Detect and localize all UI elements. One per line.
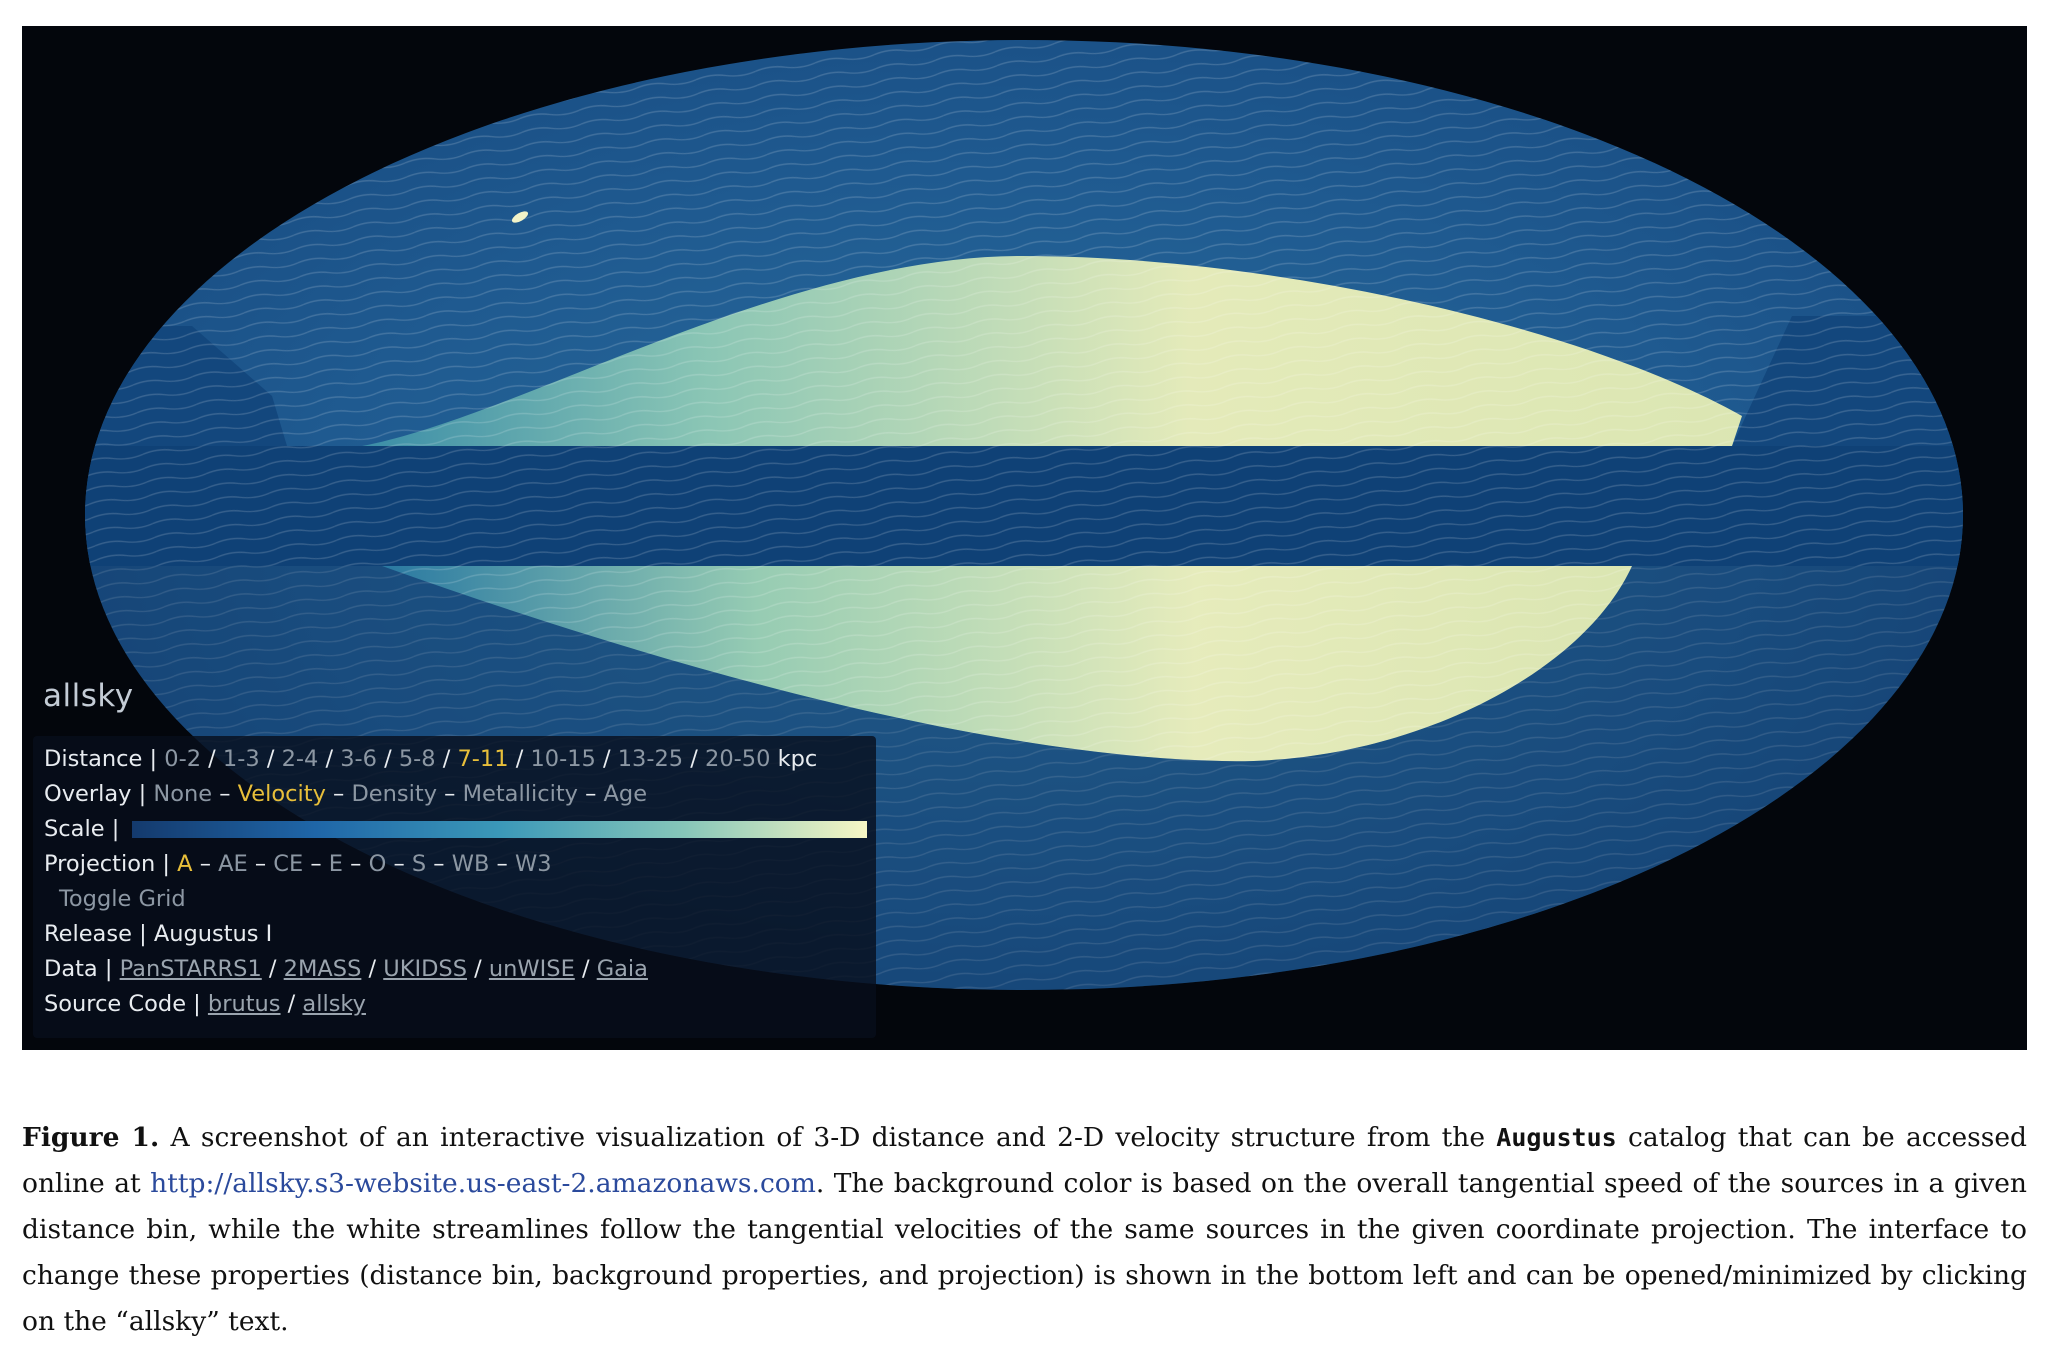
caption-text-1: A screenshot of an interactive visualiza… [159, 1122, 1497, 1153]
source-code-label: Source Code [44, 991, 187, 1017]
projection-row: Projection | A – AE – CE – E – O – S – W… [44, 851, 552, 877]
projection-option-e[interactable]: E [328, 851, 344, 877]
data-row: Data | PanSTARRS1 / 2MASS / UKIDSS / unW… [44, 956, 648, 982]
bright-source [511, 211, 529, 223]
projection-option-a[interactable]: A [177, 851, 193, 877]
distance-option-3-6[interactable]: 3-6 [340, 746, 377, 772]
distance-option-1-3[interactable]: 1-3 [222, 746, 260, 772]
release-row: Release | Augustus I [44, 921, 273, 947]
figure-caption: Figure 1. A screenshot of an interactive… [22, 1115, 2027, 1345]
data-link-ukidss[interactable]: UKIDSS [383, 956, 467, 982]
distance-option-0-2[interactable]: 0-2 [164, 746, 202, 772]
data-link-panstarrs1[interactable]: PanSTARRS1 [119, 956, 262, 982]
control-panel: Distance | 0-2 / 1-3 / 2-4 / 3-6 / 5-8 /… [33, 736, 876, 1038]
overlay-option-velocity[interactable]: Velocity [237, 781, 326, 807]
data-link-unwise[interactable]: unWISE [488, 956, 575, 982]
distance-option-13-25[interactable]: 13-25 [617, 746, 684, 772]
release-value: Augustus I [153, 921, 273, 947]
catalog-name: Augustus [1496, 1123, 1617, 1152]
distance-label: Distance [44, 746, 143, 772]
source-code-row: Source Code | brutus / allsky [44, 991, 366, 1017]
distance-unit: kpc [777, 746, 818, 772]
projection-option-wb[interactable]: WB [451, 851, 490, 877]
source-link-allsky[interactable]: allsky [302, 991, 366, 1017]
distance-row: Distance | 0-2 / 1-3 / 2-4 / 3-6 / 5-8 /… [44, 746, 818, 772]
distance-option-20-50[interactable]: 20-50 [705, 746, 771, 772]
scale-label: Scale [44, 816, 105, 842]
overlay-option-none[interactable]: None [153, 781, 213, 807]
allsky-toggle[interactable]: allsky [43, 678, 134, 714]
allsky-visualization[interactable]: allsky Distance | 0-2 / 1-3 / 2-4 / 3-6 … [22, 26, 2027, 1050]
overlay-option-age[interactable]: Age [603, 781, 648, 807]
projection-option-w3[interactable]: W3 [514, 851, 552, 877]
scale-row: Scale | [44, 812, 874, 846]
overlay-row: Overlay | None – Velocity – Density – Me… [44, 781, 648, 807]
data-label: Data [44, 956, 98, 982]
toggle-grid-row: Toggle Grid [59, 882, 186, 916]
projection-option-s[interactable]: S [411, 851, 427, 877]
caption-url-link[interactable]: http://allsky.s3-website.us-east-2.amazo… [150, 1168, 816, 1199]
projection-option-o[interactable]: O [368, 851, 387, 877]
caption-text-3: . The background color is based on the o… [22, 1168, 2027, 1337]
overlay-option-metallicity[interactable]: Metallicity [462, 781, 578, 807]
distance-option-5-8[interactable]: 5-8 [398, 746, 436, 772]
figure-label: Figure 1. [22, 1122, 160, 1153]
data-link-2mass[interactable]: 2MASS [283, 956, 362, 982]
projection-option-ce[interactable]: CE [273, 851, 304, 877]
source-link-brutus[interactable]: brutus [207, 991, 281, 1017]
distance-option-7-11[interactable]: 7-11 [457, 746, 509, 772]
toggle-grid-button[interactable]: Toggle Grid [59, 886, 186, 912]
overlay-label: Overlay [44, 781, 132, 807]
color-scale-bar [132, 821, 867, 838]
distance-option-10-15[interactable]: 10-15 [530, 746, 596, 772]
overlay-option-density[interactable]: Density [351, 781, 438, 807]
projection-label: Projection [44, 851, 156, 877]
data-link-gaia[interactable]: Gaia [596, 956, 648, 982]
distance-option-2-4[interactable]: 2-4 [281, 746, 319, 772]
caption-text-2: catalog that can be accessed online at [22, 1122, 2028, 1199]
release-label: Release [44, 921, 132, 947]
projection-option-ae[interactable]: AE [218, 851, 248, 877]
